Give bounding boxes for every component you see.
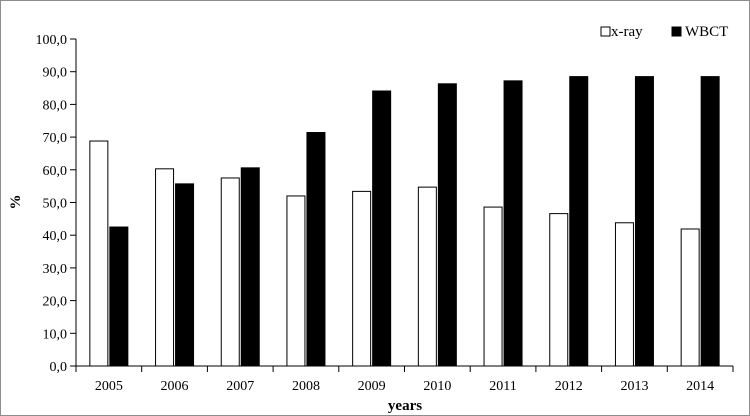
- bar-x-ray-2013: [614, 222, 634, 367]
- x-tick-label: 2012: [555, 379, 583, 394]
- y-axis-ticks: 0,0 10,0 20,0 30,0 40,0 50,0 60,0 70,0 80,0 90,0 1…: [36, 33, 76, 375]
- y-tick-label: 50,0: [43, 197, 68, 212]
- bars: [89, 76, 720, 367]
- y-tick-label: 0,0: [50, 360, 68, 375]
- y-tick-label: 60,0: [43, 164, 68, 179]
- y-axis-title: %: [8, 195, 24, 210]
- x-tick-label: 2014: [686, 379, 714, 394]
- bar-wbct-2013: [634, 76, 654, 367]
- x-tick-label: 2009: [358, 379, 386, 394]
- y-tick-label: 90,0: [43, 66, 68, 81]
- x-tick-label: 2008: [292, 379, 320, 394]
- bar-wbct-2014: [700, 76, 720, 367]
- x-axis-title: years: [388, 398, 422, 414]
- x-tick-label: 2010: [423, 379, 451, 394]
- x-tick-label: 2005: [95, 379, 123, 394]
- legend-label-wbct: WBCT: [685, 24, 728, 40]
- y-tick-label: 20,0: [43, 295, 68, 310]
- bar-wbct-2011: [503, 80, 523, 367]
- bar-wbct-2009: [372, 90, 392, 367]
- bar-x-ray-2012: [549, 213, 569, 367]
- y-tick-label: 100,0: [36, 33, 68, 48]
- bar-wbct-2010: [437, 83, 457, 367]
- y-tick-label: 30,0: [43, 262, 68, 277]
- legend-label-x-ray: x-ray: [611, 24, 643, 40]
- y-tick-label: 10,0: [43, 327, 68, 342]
- bar-x-ray-2006: [155, 168, 175, 367]
- bar-x-ray-2008: [286, 195, 306, 367]
- bar-x-ray-2005: [89, 140, 109, 367]
- bar-wbct-2012: [569, 76, 589, 367]
- axes: [75, 39, 733, 367]
- y-tick-label: 80,0: [43, 98, 68, 113]
- bar-wbct-2005: [109, 226, 129, 367]
- y-tick-label: 40,0: [43, 229, 68, 244]
- legend: x-ray WBCT: [600, 24, 728, 40]
- x-tick-label: 2013: [620, 379, 648, 394]
- bar-wbct-2008: [306, 132, 326, 367]
- bar-x-ray-2009: [352, 190, 372, 367]
- x-tick-label: 2006: [161, 379, 189, 394]
- bar-x-ray-2014: [680, 228, 700, 367]
- bar-x-ray-2010: [417, 186, 437, 367]
- y-tick-label: 70,0: [43, 131, 68, 146]
- bar-x-ray-2011: [483, 206, 503, 367]
- bar-wbct-2007: [240, 167, 260, 367]
- x-tick-label: 2007: [226, 379, 254, 394]
- bar-x-ray-2007: [220, 177, 240, 367]
- x-tick-label: 2011: [489, 379, 516, 394]
- legend-swatch-wbct: [671, 26, 682, 37]
- legend-swatch-x-ray: [600, 26, 611, 37]
- bar-wbct-2006: [175, 183, 195, 367]
- x-axis-ticks: 2005 2006 2007 2008 2009 2010 2011 2012 2013 2014: [75, 366, 734, 394]
